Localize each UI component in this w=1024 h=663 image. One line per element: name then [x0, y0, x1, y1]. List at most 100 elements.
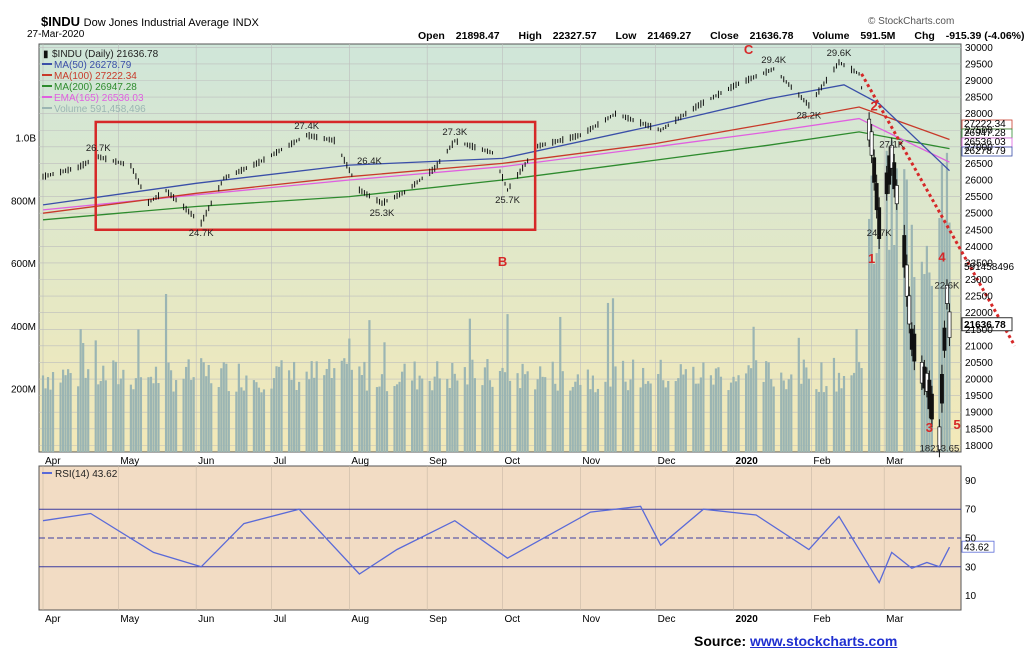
rsi-y-tick: 90: [965, 476, 977, 487]
price-level-label: 27.3K: [442, 127, 467, 138]
volume-bar: [870, 175, 873, 452]
price-y-tick: 25000: [965, 209, 993, 220]
volume-bar: [395, 384, 399, 452]
volume-bar: [875, 253, 878, 452]
volume-bar: [149, 376, 153, 452]
price-level-label: 18213.65: [920, 443, 960, 454]
volume-bar: [255, 382, 258, 452]
price-level-label: 24.7K: [867, 228, 892, 239]
wave-annotation: 3: [926, 420, 933, 435]
volume-bar: [305, 371, 308, 452]
volume-bar: [717, 367, 720, 452]
price-y-tick: 24500: [965, 225, 993, 236]
volume-bar: [674, 381, 677, 452]
volume-bar: [94, 340, 97, 452]
price-y-tick: 20000: [965, 375, 993, 386]
volume-bar: [202, 362, 205, 452]
wave-annotation: 1: [868, 251, 875, 266]
volume-bar: [277, 366, 281, 452]
wave-annotation: C: [744, 42, 754, 57]
ohlc-bar: Open 21898.47 High 22327.57 Low 21469.27…: [418, 30, 1024, 42]
low-label: Low: [615, 30, 637, 42]
rsi-x-tick: Aug: [351, 614, 369, 625]
price-level-label: 28.2K: [796, 110, 821, 121]
price-y-tick: 21500: [965, 325, 993, 336]
volume-bar: [579, 384, 582, 452]
chart-date: 27-Mar-2020: [27, 29, 85, 40]
source-link[interactable]: www.stockcharts.com: [750, 633, 898, 649]
volume-bar: [448, 387, 451, 452]
volume-bar: [682, 374, 685, 452]
volume-bar: [850, 375, 853, 452]
volume-bar: [802, 359, 805, 452]
volume-bar: [157, 383, 160, 452]
volume-bar: [878, 238, 881, 452]
volume-bar: [626, 390, 630, 452]
volume-bar: [411, 380, 414, 452]
volume-bar: [609, 386, 612, 452]
price-x-tick: Sep: [429, 456, 447, 467]
volume-bar: [857, 361, 861, 452]
volume-bar: [368, 320, 371, 452]
price-candle: [907, 295, 912, 325]
price-y-tick: 25500: [965, 192, 993, 203]
volume-y-tick: 200M: [11, 385, 36, 396]
price-level-label: 26.7K: [86, 143, 111, 154]
volume-bar: [752, 326, 755, 452]
rsi-x-tick: Dec: [658, 614, 676, 625]
stockcharts-brand[interactable]: © StockCharts.com: [868, 16, 955, 27]
volume-bar: [554, 383, 557, 452]
price-x-tick: May: [120, 456, 139, 467]
volume-bar: [930, 285, 933, 452]
last-close-tag: [961, 317, 1013, 332]
volume-bar: [807, 378, 810, 452]
volume-bar: [524, 374, 527, 452]
close-label: Close: [710, 30, 739, 42]
volume-bar: [888, 249, 891, 452]
price-candle: [945, 285, 949, 304]
volume-bar: [852, 372, 856, 452]
volume-bar: [762, 381, 765, 452]
volume-bar: [729, 382, 733, 452]
ma-value-tag-text: 26278.79: [964, 146, 1006, 157]
exchange: INDX: [232, 17, 259, 29]
volume-bar: [275, 366, 278, 452]
rsi-x-tick: Jun: [198, 614, 214, 625]
volume-bar: [631, 359, 635, 452]
price-candle: [877, 207, 882, 239]
volume-bar: [855, 329, 858, 452]
ma50-line: [42, 84, 950, 206]
volume-bar: [820, 362, 823, 452]
volume-bar: [348, 338, 351, 452]
volume-bar: [488, 380, 492, 452]
volume-bar: [790, 374, 793, 452]
price-x-tick: Jun: [198, 456, 214, 467]
volume-bar: [624, 381, 627, 452]
price-y-tick: 26500: [965, 159, 993, 170]
volume-bar: [167, 362, 170, 452]
volume-bar: [87, 369, 90, 452]
volume-bar: [873, 263, 876, 452]
volume-bar: [483, 367, 487, 452]
volume-bar: [709, 375, 713, 452]
volume-bar: [574, 381, 577, 452]
volume-bar: [182, 378, 185, 452]
volume-value: 591.5M: [860, 30, 896, 42]
price-y-tick: 18500: [965, 424, 993, 435]
volume-bar: [421, 378, 424, 452]
volume-bar: [840, 388, 843, 452]
volume-bar: [938, 218, 941, 452]
volume-bar: [456, 380, 459, 452]
volume-bar: [516, 373, 519, 452]
open-value: 21898.47: [455, 30, 500, 42]
legend-entry: MA(100) 27222.34: [54, 71, 137, 82]
volume-bar: [433, 376, 436, 452]
volume-bar: [393, 386, 396, 452]
volume-bar: [604, 381, 607, 452]
price-level-label: 27.1K: [879, 139, 904, 150]
volume-bar: [240, 387, 243, 452]
volume-bar: [139, 377, 143, 452]
volume-bar: [521, 363, 524, 452]
volume-bar: [298, 381, 301, 452]
price-level-label: 24.7K: [189, 228, 214, 239]
